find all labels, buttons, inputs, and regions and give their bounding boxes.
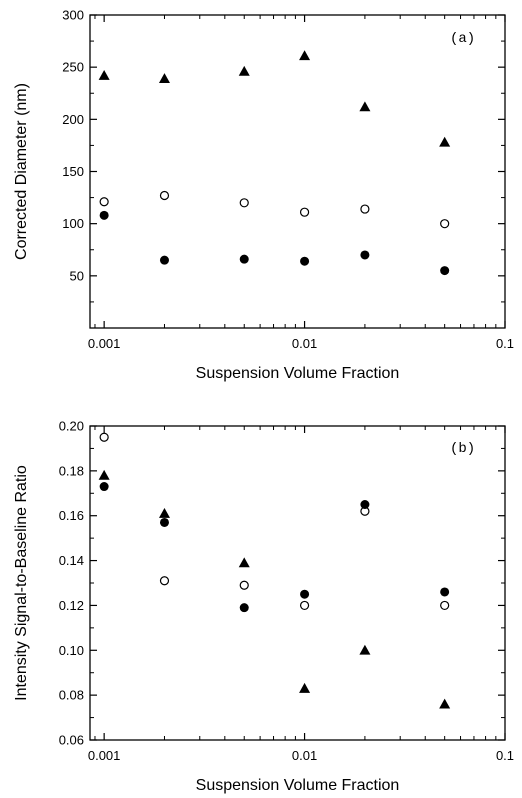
triangle-point (439, 136, 451, 147)
open-circle-point (239, 580, 249, 590)
y-tick-label: 50 (70, 268, 84, 283)
y-tick-label: 0.14 (59, 553, 84, 568)
triangle-point (158, 73, 170, 84)
plot-frame (89, 425, 506, 741)
x-tick-label: 0.1 (496, 336, 514, 351)
triangle-point (238, 557, 250, 568)
triangle-point (359, 644, 371, 655)
panel-b-chart: 0.001 0.01 0.1 0.06 0.08 0.10 0.12 0.14 0.16 0.18… (13, 419, 514, 795)
open-circle-point (440, 219, 450, 229)
y-tick-label: 0.06 (59, 733, 84, 748)
plot-frame (89, 14, 506, 329)
triangle-point (98, 469, 110, 480)
open-circle-point (299, 207, 310, 217)
open-circle-point (159, 576, 170, 586)
x-tick-label: 0.1 (496, 748, 514, 763)
x-tick-label: 0.01 (292, 748, 317, 763)
triangle-point (299, 682, 311, 693)
filled-circle-point (440, 266, 450, 276)
open-circle-point (159, 190, 170, 201)
filled-circle-point (440, 587, 450, 597)
filled-circle-point (159, 255, 169, 265)
panel-label: (a) (450, 31, 475, 47)
filled-circle-point (300, 589, 310, 599)
triangle-point (299, 50, 311, 61)
triangle-point (359, 101, 371, 112)
y-tick-label: 0.12 (59, 598, 84, 613)
y-tick-label: 0.10 (59, 643, 84, 658)
x-axis-label: Suspension Volume Fraction (196, 777, 400, 794)
open-circle-point (440, 600, 450, 611)
open-circle-point (99, 432, 109, 442)
y-tick-label: 100 (62, 216, 84, 231)
x-tick-label: 0.001 (88, 336, 121, 351)
filled-circle-point (239, 603, 249, 613)
filled-circle-point (99, 482, 109, 492)
y-tick-label: 0.16 (59, 508, 84, 523)
y-tick-label: 200 (62, 112, 84, 127)
x-tick-label: 0.01 (292, 336, 317, 351)
open-circle-point (299, 600, 310, 611)
filled-circle-point (300, 256, 310, 266)
y-tick-label: 0.18 (59, 463, 84, 478)
filled-circle-point (360, 250, 370, 260)
open-circle-point (239, 198, 249, 208)
triangle-point (158, 507, 170, 518)
open-circle-point (99, 197, 109, 207)
panel-a-chart: 0.001 0.01 0.1 50 100 150 200 250 300 Suspension … (13, 8, 514, 383)
open-circle-point (360, 204, 370, 214)
panel-label: (b) (450, 441, 475, 457)
x-axis-label: Suspension Volume Fraction (196, 365, 400, 382)
y-tick-label: 150 (62, 164, 84, 179)
x-tick-label: 0.001 (88, 748, 121, 763)
triangle-point (98, 70, 110, 80)
triangle-point (238, 65, 250, 76)
y-tick-label: 0.20 (59, 419, 84, 434)
y-tick-label: 0.08 (59, 688, 84, 703)
triangle-point (439, 698, 451, 709)
filled-circle-point (239, 254, 249, 264)
y-tick-label: 250 (62, 60, 84, 75)
y-axis-label: Corrected Diameter (nm) (13, 83, 30, 260)
filled-circle-point (159, 517, 169, 527)
filled-circle-point (360, 500, 370, 509)
y-axis-label: Intensity Signal-to-Baseline Ratio (13, 465, 30, 701)
filled-circle-point (99, 210, 109, 220)
y-tick-label: 300 (62, 8, 84, 23)
